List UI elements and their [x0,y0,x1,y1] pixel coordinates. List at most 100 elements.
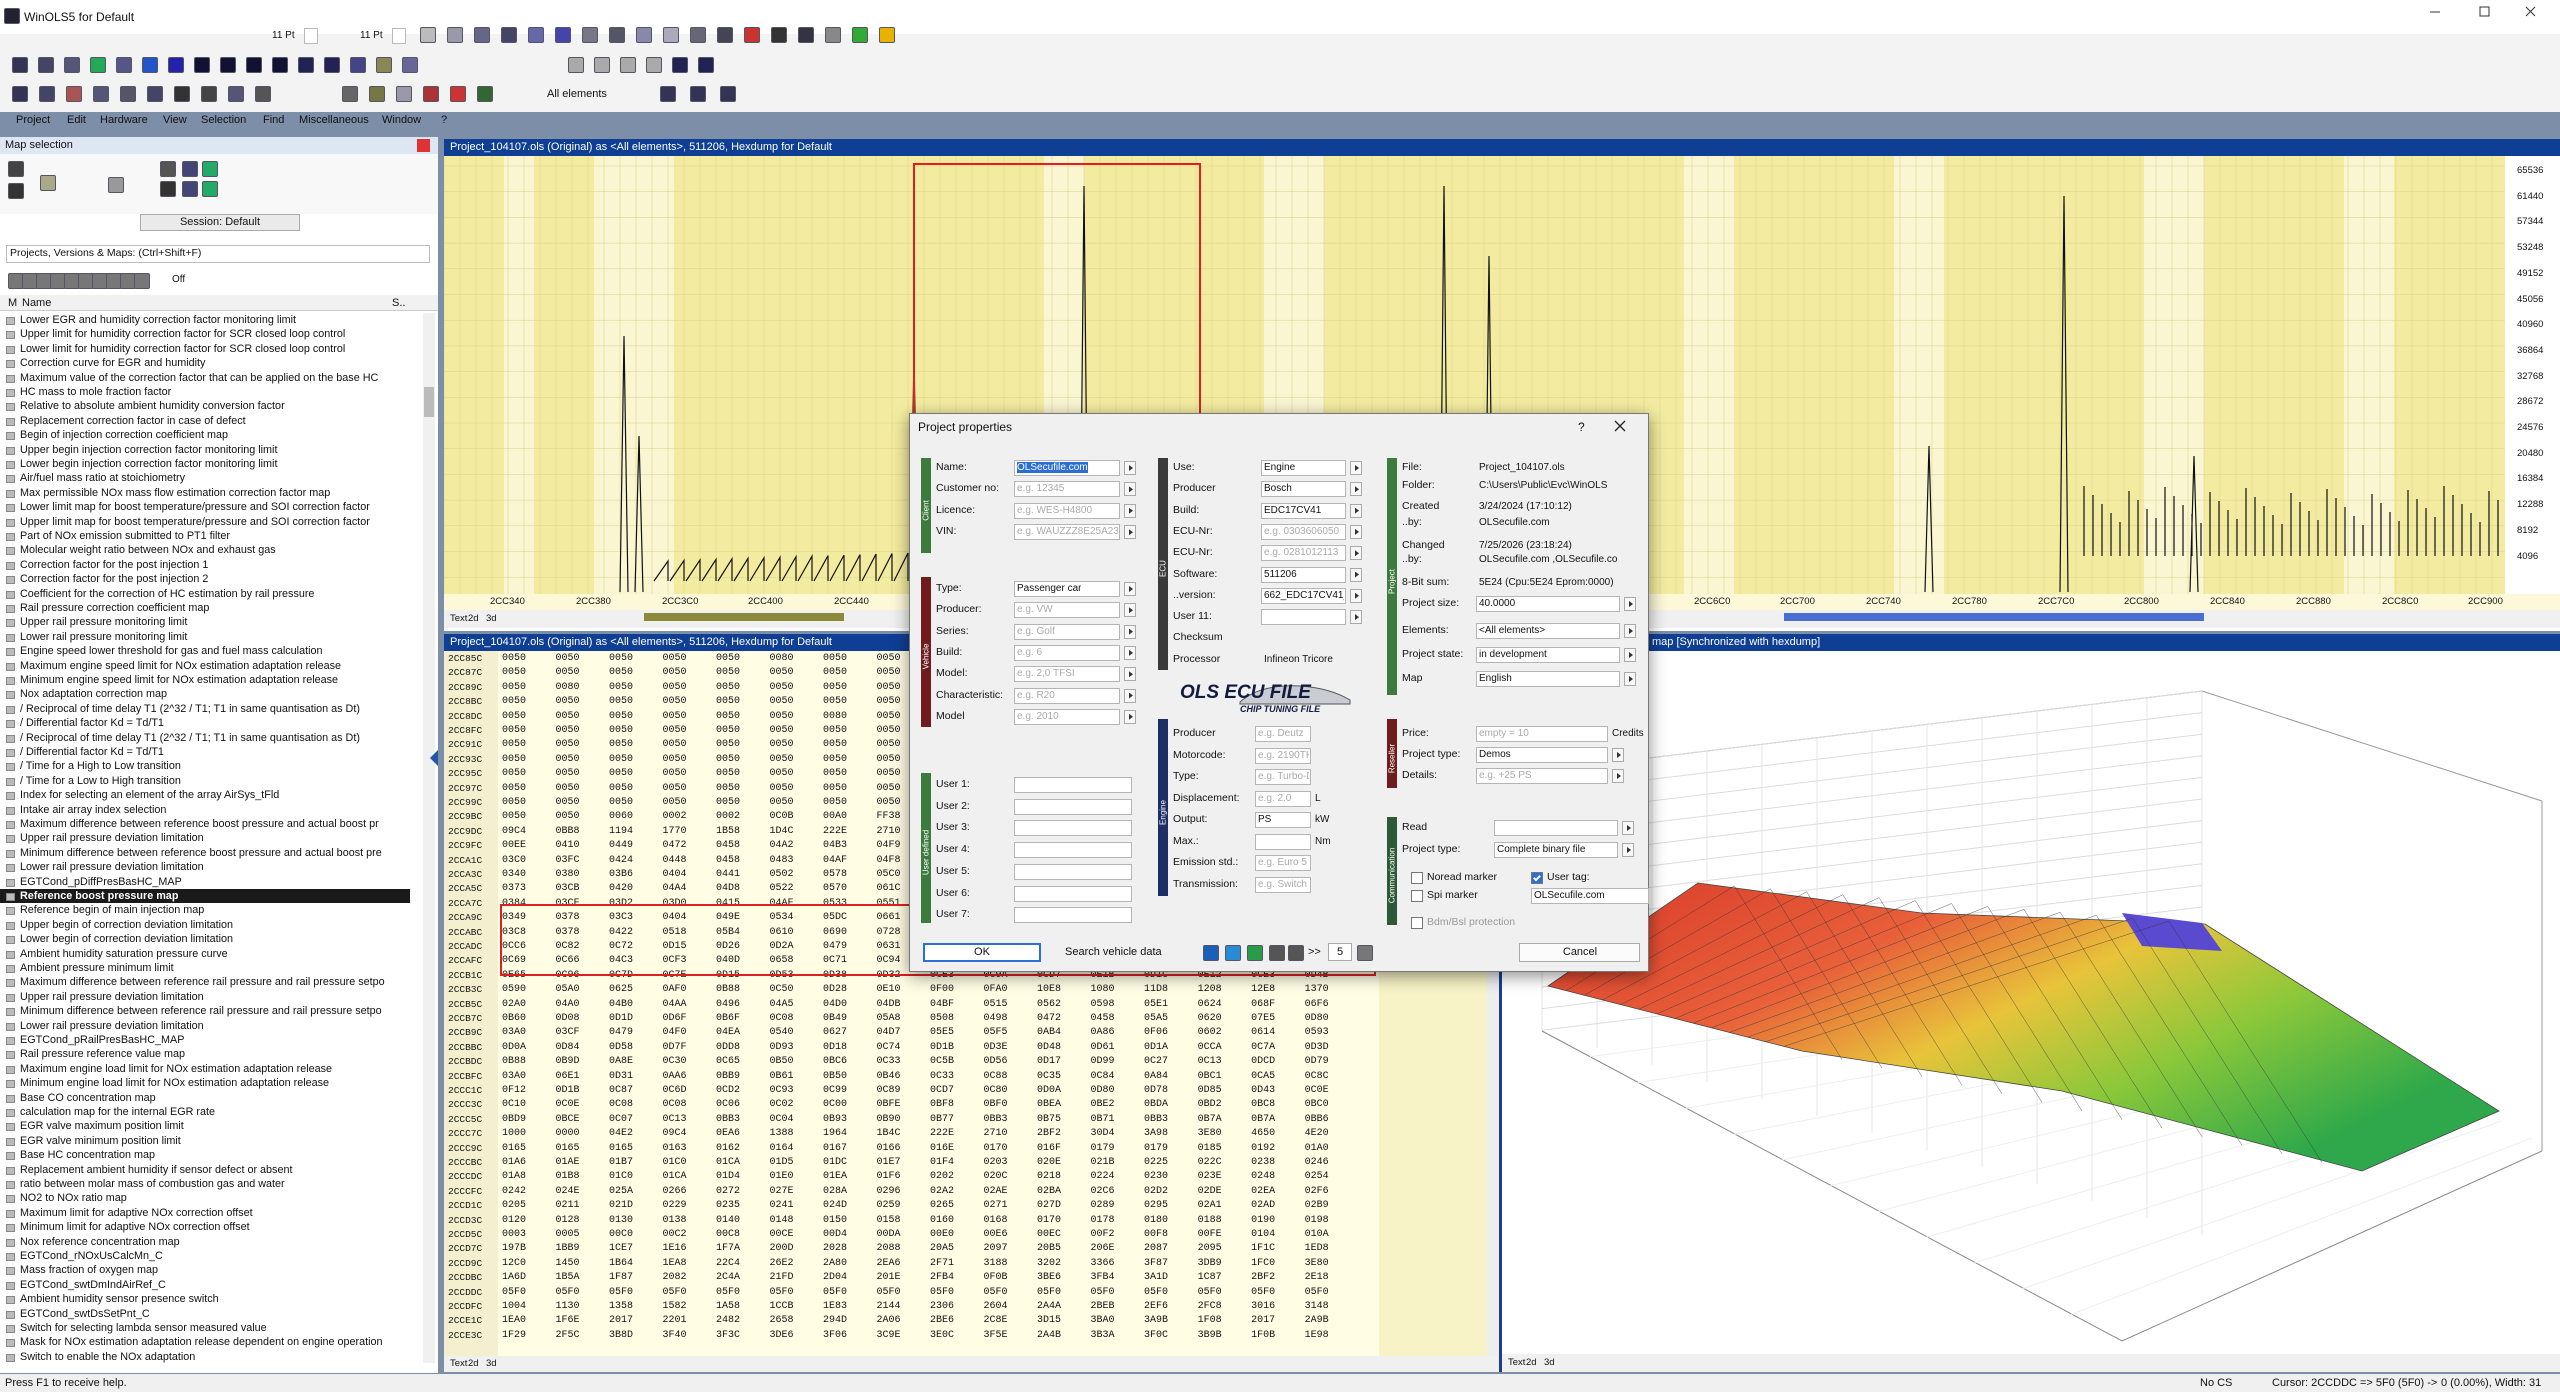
map-item[interactable]: / Time for a Low to High transition [20,774,181,787]
map-item[interactable]: Minimum difference between reference rai… [20,1005,382,1018]
view-tab[interactable]: 3d [1544,1357,1555,1368]
toolbar-icon[interactable] [120,86,136,102]
toolbar-icon[interactable] [663,27,679,43]
field-button[interactable] [1124,461,1136,475]
field-input[interactable] [1014,907,1132,924]
toolbar-icon[interactable] [1225,945,1241,961]
toolbar-icon[interactable] [825,27,841,43]
toolbar-icon[interactable] [582,27,598,43]
map-item[interactable]: EGTCond_swtDmIndAirRef_C [20,1278,166,1291]
checkbox[interactable] [1411,917,1423,929]
toolbar-icon[interactable] [698,57,714,73]
field-input[interactable] [1476,768,1608,784]
toolbar-icon[interactable] [798,27,814,43]
menu-item[interactable]: Find [263,114,285,126]
map-item[interactable]: Lower EGR and humidity correction factor… [20,314,297,326]
toolbar-icon[interactable] [555,27,571,43]
toolbar-icon[interactable] [160,181,176,197]
map-item[interactable]: EGTCond_swtDsSetPnt_C [20,1307,150,1320]
menu-item[interactable]: Window [382,114,422,126]
field-input[interactable] [1261,460,1346,476]
map-item[interactable]: Upper rail pressure monitoring limit [20,616,188,629]
more-button[interactable]: >> [1308,946,1321,958]
field-input[interactable] [1014,623,1120,640]
toolbar-icon[interactable] [396,86,412,102]
toolbar-icon[interactable] [160,161,176,177]
field-input[interactable] [1014,524,1120,541]
map-item[interactable]: / Differential factor Kd = Td/T1 [20,746,164,758]
toolbar-icon[interactable] [142,57,158,73]
field-input[interactable] [1014,502,1120,519]
map-item[interactable]: Ambient humidity saturation pressure cur… [20,947,228,960]
map-item[interactable]: Max permissible NOx mass flow estimation… [20,486,331,499]
field-input[interactable] [1494,842,1618,858]
map-item[interactable]: Maximum limit for adaptive NOx correctio… [20,1206,253,1219]
map-item[interactable]: Maximum engine load limit for NOx estima… [20,1062,333,1075]
field-button[interactable] [1350,524,1362,539]
field-input[interactable] [1255,790,1311,807]
map-item[interactable]: Switch for selecting lambda sensor measu… [20,1322,267,1334]
map-item[interactable]: Engine speed lower threshold for gas and… [20,645,323,658]
field-input[interactable] [1255,833,1311,850]
toolbar-icon[interactable] [402,57,418,73]
toolbar-icon[interactable] [182,161,198,177]
toolbar-icon[interactable] [324,57,340,73]
toolbar-icon[interactable] [528,27,544,43]
map-item[interactable]: Base CO concentration map [20,1091,156,1104]
map-item[interactable]: Lower rail pressure deviation limitation [20,861,204,874]
map-item[interactable]: Replacement ambient humidity if sensor d… [20,1163,293,1176]
spinner[interactable] [392,28,406,44]
field-button[interactable] [1124,667,1136,682]
toolbar-icon[interactable] [1203,945,1219,961]
field-button[interactable] [1124,603,1136,618]
checkbox[interactable] [1411,872,1423,884]
toolbar-icon[interactable] [771,27,787,43]
map-item[interactable]: Upper begin of correction deviation limi… [20,918,234,931]
toolbar-icon[interactable] [64,57,80,73]
map-item[interactable]: Reference begin of main injection map [20,904,205,917]
cancel-button[interactable] [1519,943,1640,962]
field-input[interactable] [1494,820,1618,836]
toolbar-icon[interactable] [672,57,688,73]
dialog-help[interactable]: ? [1578,420,1585,434]
toolbar-icon[interactable] [1247,945,1263,961]
field-button[interactable] [1350,503,1362,518]
map-item[interactable]: Lower limit map for boost temperature/pr… [20,501,370,514]
search-box[interactable] [6,245,430,263]
menu-item[interactable]: Project [16,114,51,126]
toolbar-icon[interactable] [202,181,218,197]
elements-selector[interactable]: All elements [547,88,607,100]
map-item[interactable]: Correction factor for the post injection… [20,558,209,571]
toolbar-icon[interactable] [342,86,358,102]
ok-button[interactable] [923,943,1041,962]
field-input[interactable] [1014,798,1132,815]
field-button[interactable] [1622,843,1634,857]
field-input[interactable] [1476,671,1620,687]
menu-item[interactable]: Miscellaneous [299,114,369,126]
map-item[interactable]: Minimum difference between reference boo… [20,846,382,859]
map-item[interactable]: Index for selecting an element of the ar… [20,789,280,802]
map-item[interactable]: Minimum engine speed limit for NOx estim… [20,674,339,686]
field-input[interactable] [1014,708,1120,725]
field-input[interactable] [1476,647,1620,663]
toolbar-icon[interactable] [717,27,733,43]
field-input[interactable] [1014,666,1120,683]
field-button[interactable] [1350,546,1362,561]
toolbar-icon[interactable] [636,27,652,43]
toolbar-icon[interactable] [620,57,636,73]
field-input[interactable] [1261,566,1346,583]
field-input[interactable] [1476,596,1620,612]
toolbar-icon[interactable] [690,86,706,102]
field-button[interactable] [1124,482,1136,497]
toolbar-icon[interactable] [66,86,82,102]
toolbar-icon[interactable] [38,57,54,73]
toolbar-icon[interactable] [474,27,490,43]
toolbar-icon[interactable] [202,161,218,177]
map-item[interactable]: Maximum engine speed limit for NOx estim… [20,659,342,672]
checkbox[interactable] [1411,890,1423,902]
field-button[interactable] [1124,582,1136,596]
toolbar-icon[interactable] [376,57,392,73]
field-input[interactable] [1014,602,1120,619]
view-tab[interactable]: 3d [486,1358,497,1369]
map-item[interactable]: Upper limit map for boost temperature/pr… [20,515,370,528]
